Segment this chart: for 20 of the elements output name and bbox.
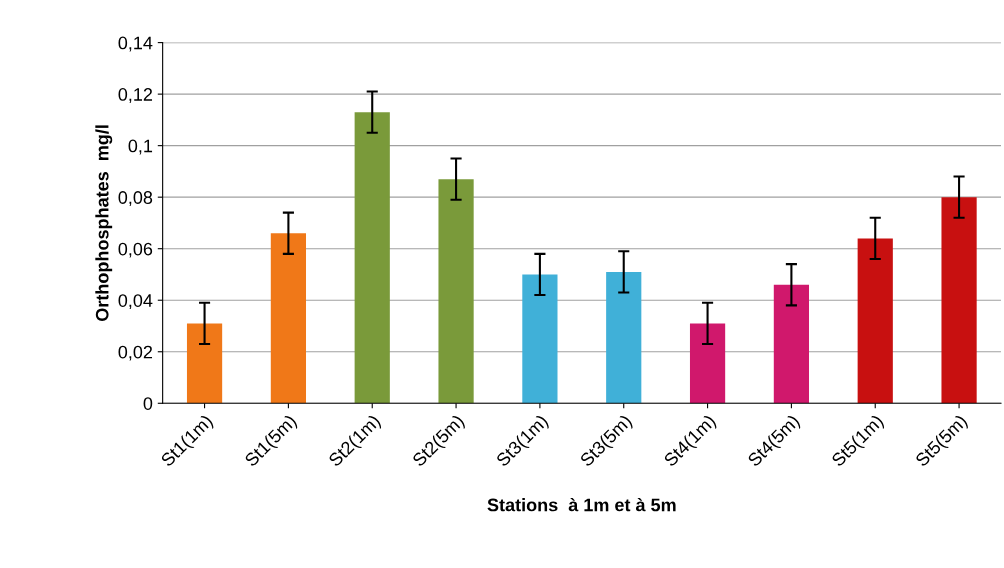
bar <box>438 179 474 404</box>
bar <box>354 112 390 404</box>
y-tick-label: 0,04 <box>118 294 153 310</box>
bar <box>941 197 977 404</box>
bar <box>857 238 893 404</box>
y-tick-label: 0,14 <box>118 36 153 52</box>
y-tick-label: 0 <box>143 397 153 410</box>
y-axis-title: Orthophosphates mg/l <box>95 125 113 321</box>
bar <box>522 274 558 404</box>
y-tick-label: 0,1 <box>128 139 153 155</box>
bar <box>606 271 642 404</box>
bar <box>186 323 223 404</box>
y-tick-label: 0,02 <box>118 345 153 361</box>
y-tick-label: 0,06 <box>118 242 153 258</box>
x-axis-title: Stations à 1m et à 5m <box>487 497 676 512</box>
y-tick-label: 0,08 <box>118 191 153 207</box>
y-tick-label: 0,12 <box>118 88 153 103</box>
bar <box>270 233 306 404</box>
bar <box>689 323 726 404</box>
bar <box>773 284 810 404</box>
